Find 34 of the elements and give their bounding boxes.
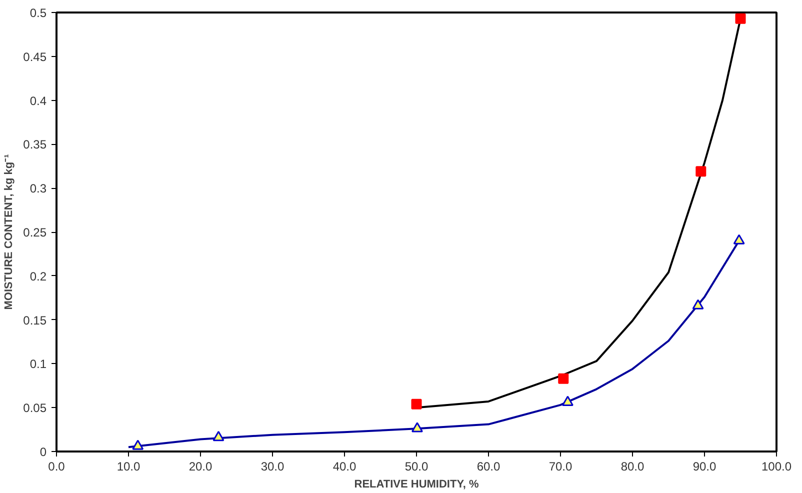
x-tick-label: 20.0 — [188, 460, 213, 474]
point — [562, 396, 574, 406]
point — [696, 166, 706, 177]
point — [212, 430, 224, 442]
x-tick-label: 50.0 — [404, 460, 429, 474]
y-axis-title: MOISTURE CONTENT, kg kg⁻¹ — [3, 154, 16, 310]
y-tick-label: 0 — [40, 445, 47, 459]
y-tick-label: 0.15 — [23, 313, 47, 328]
y-tick-label: 0.1 — [30, 357, 47, 372]
x-tick-label: 80.0 — [620, 460, 645, 474]
point — [132, 440, 144, 450]
x-tick-label: 90.0 — [692, 460, 717, 474]
y-tick-label: 0.5 — [30, 6, 47, 20]
point — [692, 299, 704, 310]
point — [411, 398, 422, 410]
y-tick-label: 0.4 — [30, 94, 47, 108]
x-tick-label: 0.0 — [48, 460, 66, 474]
y-tick-label: 0.05 — [23, 401, 47, 416]
x-tick-label: 40.0 — [332, 460, 357, 474]
x-axis-title: RELATIVE HUMIDITY, % — [354, 478, 479, 490]
x-tick-label: 100.0 — [761, 460, 792, 474]
y-tick-label: 0.3 — [30, 182, 47, 196]
point — [558, 373, 569, 384]
x-tick-label: 30.0 — [260, 460, 285, 474]
x-tick-label: 60.0 — [476, 460, 501, 474]
point — [735, 13, 746, 24]
point — [733, 234, 745, 244]
point — [411, 422, 423, 432]
y-tick-label: 0.45 — [23, 50, 47, 64]
y-tick-label: 0.2 — [30, 269, 47, 284]
x-tick-label: 70.0 — [548, 460, 573, 474]
x-tick-label: 10.0 — [116, 460, 141, 474]
y-tick-label: 0.25 — [23, 226, 47, 240]
y-tick-label: 0.35 — [23, 138, 47, 152]
